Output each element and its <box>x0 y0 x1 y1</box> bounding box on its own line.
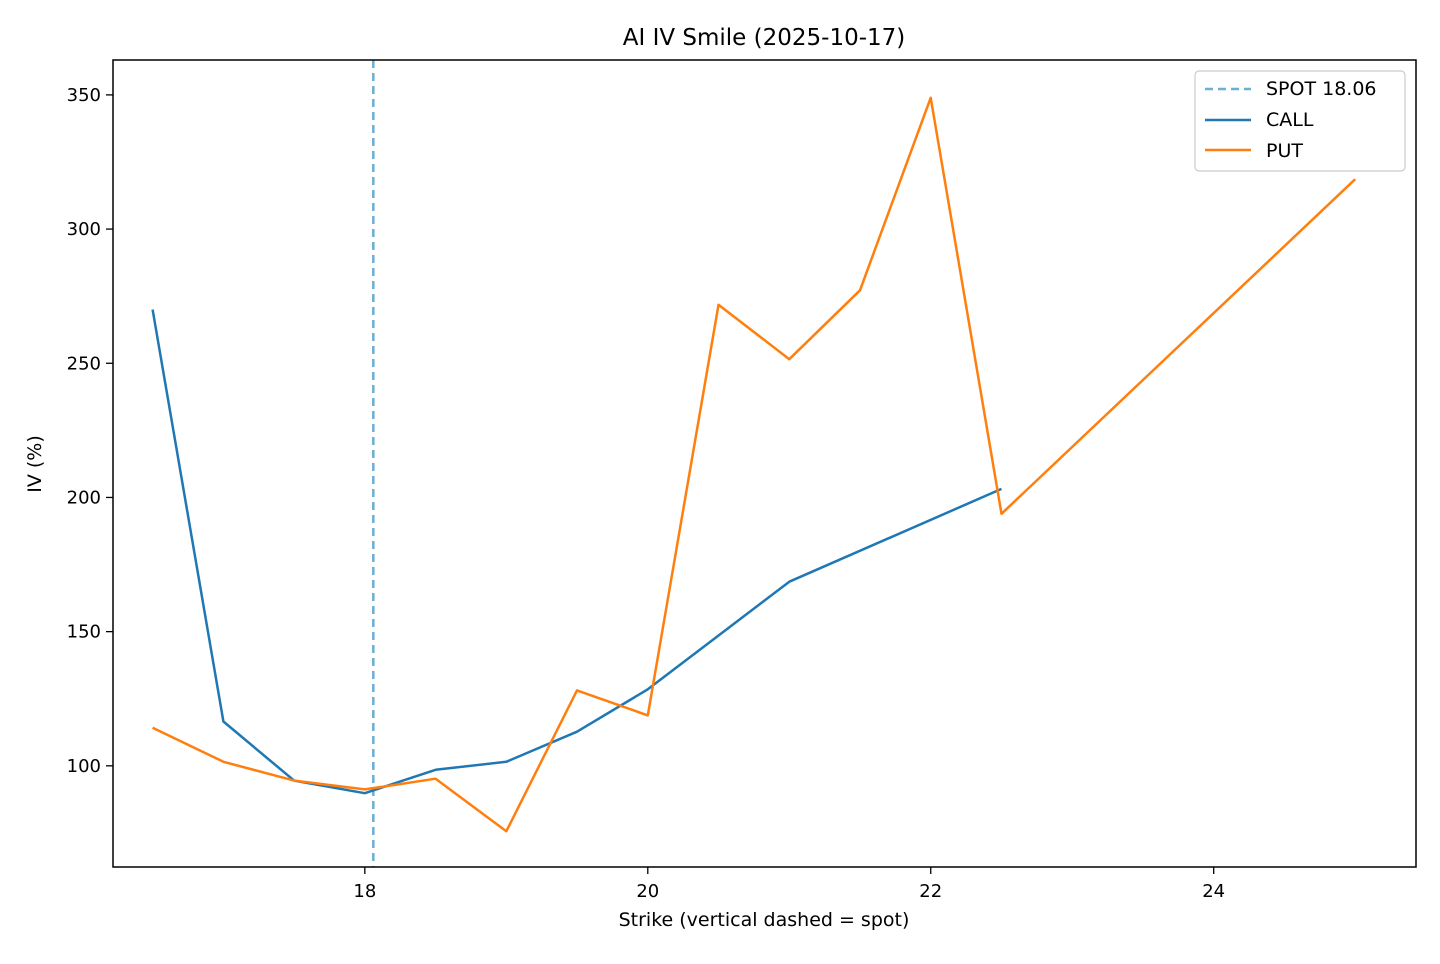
x-axis-ticks: 18 20 22 24 <box>353 867 1225 902</box>
legend-spot-label: SPOT 18.06 <box>1266 78 1377 100</box>
y-tick-label: 300 <box>67 219 101 240</box>
y-tick-label: 200 <box>67 487 101 508</box>
put-series-line <box>152 96 1357 833</box>
y-axis-label: IV (%) <box>24 435 46 493</box>
plot-frame <box>112 59 1417 868</box>
x-axis-label: Strike (vertical dashed = spot) <box>619 909 910 931</box>
y-tick-label: 150 <box>67 622 101 643</box>
call-series-line <box>151 309 1003 795</box>
x-tick-label: 18 <box>353 881 376 902</box>
y-tick-label: 250 <box>67 353 101 374</box>
legend: SPOT 18.06 CALL PUT <box>1194 70 1406 172</box>
x-tick-label: 22 <box>919 881 942 902</box>
plot-area <box>151 60 1357 867</box>
chart-title: AI IV Smile (2025-10-17) <box>623 25 906 51</box>
legend-frame <box>1194 70 1406 172</box>
y-tick-label: 350 <box>67 85 101 106</box>
legend-put-label: PUT <box>1266 140 1303 162</box>
y-tick-label: 100 <box>67 756 101 777</box>
y-axis-ticks: 100 150 200 250 300 350 <box>67 85 113 777</box>
x-tick-label: 24 <box>1202 881 1225 902</box>
x-tick-label: 20 <box>636 881 659 902</box>
legend-call-label: CALL <box>1266 109 1314 131</box>
